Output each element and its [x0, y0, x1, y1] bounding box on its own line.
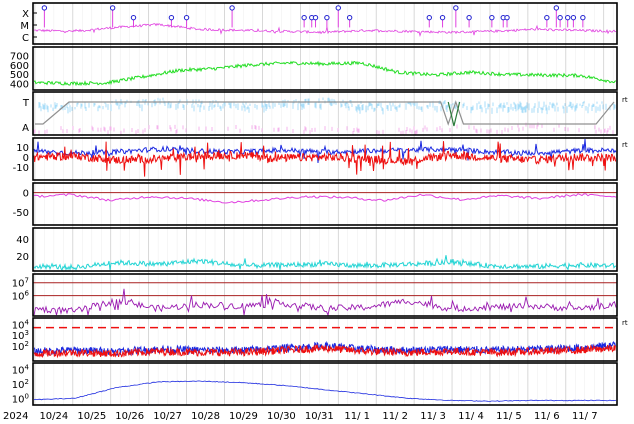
flare-marker: [324, 14, 330, 21]
electron-tick-label: 104: [12, 318, 30, 331]
flare-marker: [168, 14, 175, 21]
proton-flux-line: [33, 288, 617, 317]
x-tick-label: 10/30: [267, 411, 296, 422]
x-tick-label: 11/ 7: [572, 411, 598, 422]
xray-flux-line: [33, 22, 617, 38]
flare-marker: [489, 14, 495, 21]
x-tick-label: 10/29: [229, 411, 258, 422]
panel-frame: [32, 91, 618, 136]
panel-frame: [32, 273, 618, 317]
density-tick-label: 40: [16, 235, 29, 246]
imf-tick-label: 0: [23, 153, 29, 164]
flare-marker: [183, 14, 190, 21]
right-marker-label: rt: [622, 96, 628, 104]
xray-class-label: X: [22, 9, 29, 20]
electron-flux-line-red: [33, 344, 616, 359]
polarity-step-line: [35, 100, 615, 126]
flare-marker: [439, 14, 446, 21]
panel-frame: [32, 2, 618, 45]
flare-marker: [580, 14, 586, 21]
grid-layer: [34, 3, 614, 405]
label-layer: XMC400500600700TA-10010-5002040106107102…: [3, 9, 628, 422]
imf-bz-line: [33, 141, 617, 177]
flare-marker: [553, 5, 560, 11]
dst-line: [33, 193, 617, 204]
flare-marker: [301, 14, 307, 21]
panel-frame: [32, 46, 618, 91]
frame-layer: [32, 2, 618, 406]
x-tick-label: 10/27: [153, 411, 182, 422]
x-tick-label: 10/28: [191, 411, 220, 422]
x-tick-label: 10/26: [115, 411, 144, 422]
panel-frame: [32, 362, 618, 406]
flare-marker: [504, 14, 510, 21]
flare-marker: [346, 14, 353, 21]
flare-marker: [229, 5, 235, 11]
x-tick-label: 10/31: [305, 411, 334, 422]
flare-marker: [130, 14, 137, 21]
flare-marker: [312, 14, 319, 21]
flare-marker: [557, 14, 563, 21]
density-line: [33, 255, 617, 272]
xray-class-label: M: [20, 21, 29, 32]
polarity-sector-line: [447, 101, 461, 127]
panel-frame: [32, 182, 618, 226]
x-tick-label: 11/ 4: [458, 411, 484, 422]
density-tick-label: 20: [16, 252, 29, 263]
right-marker-label: rt: [622, 141, 628, 149]
flare-marker: [570, 14, 577, 21]
wind-speed-line: [33, 60, 617, 87]
high-energy-tick-label: 100: [12, 392, 29, 405]
flare-marker: [41, 5, 48, 11]
high-energy-line: [33, 380, 617, 402]
imf-bt-line: [33, 138, 617, 164]
x-tick-label: 10/24: [39, 411, 68, 422]
panel-frame: [32, 317, 618, 362]
flare-marker: [426, 14, 432, 21]
flare-marker: [466, 14, 472, 21]
electron-tick-label: 102: [12, 340, 29, 353]
flare-marker: [565, 14, 571, 21]
x-tick-label: 10/25: [77, 411, 106, 422]
panel-frame: [32, 227, 618, 272]
proton-tick-label: 107: [12, 277, 29, 290]
x-tick-label: 11/ 3: [420, 411, 446, 422]
flare-marker: [335, 5, 341, 11]
dst-tick-label: 0: [23, 189, 29, 200]
year-label: 2024: [3, 411, 28, 422]
xray-class-label: C: [22, 33, 29, 44]
wind-speed-tick-label: 500: [10, 70, 29, 81]
flare-marker: [453, 5, 459, 11]
data-layer: [33, 5, 617, 402]
wind-speed-tick-label: 400: [10, 79, 29, 90]
high-energy-tick-label: 102: [12, 378, 29, 391]
proton-tick-label: 106: [12, 290, 30, 303]
imf-tick-label: 10: [16, 143, 29, 154]
polarity-label-t: T: [22, 98, 30, 109]
electron-tick-label: 103: [12, 329, 29, 342]
dst-tick-label: -50: [13, 208, 29, 219]
panel-frame: [32, 137, 618, 181]
right-marker-label: rt: [622, 319, 628, 327]
wind-speed-tick-label: 700: [10, 51, 29, 62]
polarity-label-a: A: [22, 123, 29, 134]
x-tick-label: 11/ 1: [344, 411, 370, 422]
high-energy-tick-label: 104: [12, 364, 30, 377]
x-tick-label: 11/ 2: [382, 411, 408, 422]
x-tick-label: 11/ 5: [496, 411, 522, 422]
wind-speed-tick-label: 600: [10, 61, 29, 72]
x-tick-label: 11/ 6: [534, 411, 560, 422]
flare-marker: [544, 14, 550, 21]
imf-tick-label: -10: [13, 163, 29, 174]
flare-marker: [109, 5, 116, 11]
